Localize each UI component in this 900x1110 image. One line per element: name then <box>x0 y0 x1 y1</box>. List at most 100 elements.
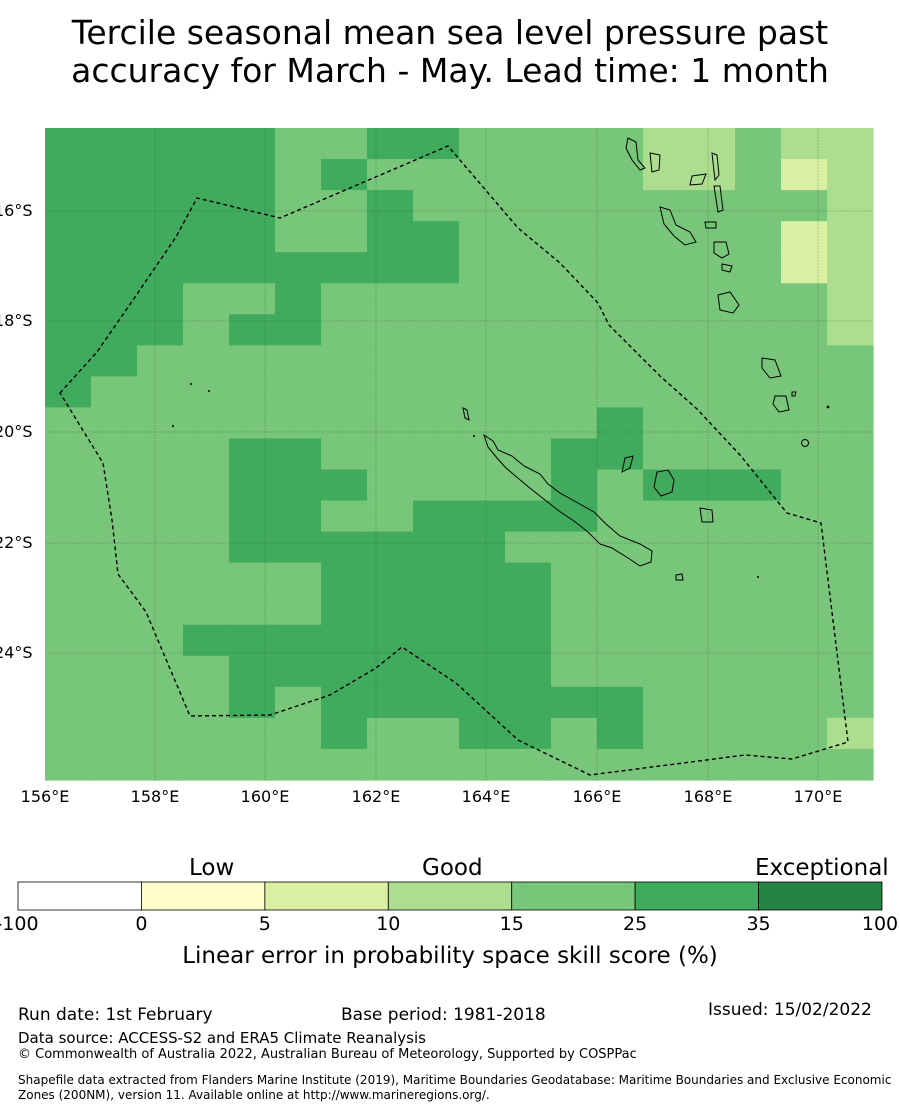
skill-cell <box>229 376 276 409</box>
skill-cell <box>643 128 690 160</box>
skill-cell <box>229 407 276 440</box>
skill-cell <box>459 128 506 160</box>
skill-cell <box>643 376 690 409</box>
skill-cell <box>183 438 230 471</box>
skill-cell <box>229 159 276 191</box>
skill-cell <box>597 500 644 533</box>
skill-cell <box>551 438 598 471</box>
skill-cell <box>413 221 460 253</box>
skill-cell <box>45 190 92 222</box>
skill-cell <box>137 221 184 253</box>
skill-cell <box>781 469 828 502</box>
skill-cell <box>827 593 874 626</box>
skill-cell <box>91 500 138 533</box>
skill-cell <box>735 314 782 346</box>
skill-cell <box>137 624 184 657</box>
skill-cell <box>275 500 322 533</box>
skill-cell <box>321 407 368 440</box>
skill-cell <box>597 159 644 191</box>
skill-cell <box>137 562 184 595</box>
loyalty-islands <box>621 455 634 473</box>
skill-cell <box>367 314 414 346</box>
skill-cell <box>413 531 460 564</box>
skill-cell <box>91 469 138 502</box>
skill-cell <box>735 562 782 595</box>
skill-cell <box>551 283 598 315</box>
skill-cell <box>91 376 138 409</box>
skill-cell <box>689 190 736 222</box>
skill-cell <box>459 407 506 440</box>
skill-cell <box>643 469 690 502</box>
skill-cell <box>321 314 368 346</box>
skill-cell <box>367 469 414 502</box>
longitude-label: 158°E <box>130 787 180 806</box>
vanuatu-islands <box>704 221 717 229</box>
skill-cell <box>321 500 368 533</box>
skill-cell <box>137 686 184 719</box>
skill-cell <box>551 159 598 191</box>
skill-cell <box>689 345 736 377</box>
vanuatu-islands <box>625 137 646 171</box>
skill-cell <box>321 624 368 657</box>
graticule <box>45 128 873 780</box>
skill-cell <box>643 531 690 564</box>
skill-cell <box>367 531 414 564</box>
colorbar-bin <box>758 881 883 911</box>
skill-cell <box>597 221 644 253</box>
skill-cell <box>413 686 460 719</box>
skill-cell <box>45 500 92 533</box>
skill-cell <box>827 376 874 409</box>
skill-cell <box>459 159 506 191</box>
skill-cell <box>413 655 460 688</box>
skill-cell <box>229 469 276 502</box>
skill-cell <box>643 407 690 440</box>
skill-cell <box>183 469 230 502</box>
skill-cell <box>827 438 874 471</box>
skill-cell <box>229 655 276 688</box>
skill-cell <box>367 376 414 409</box>
run-date: Run date: 1st February <box>18 1005 213 1025</box>
skill-cell <box>505 655 552 688</box>
skill-cell <box>459 376 506 409</box>
skill-cell <box>229 500 276 533</box>
colorbar-bin <box>387 881 513 911</box>
skill-cell <box>643 283 690 315</box>
skill-cell <box>827 562 874 595</box>
skill-cell <box>505 407 552 440</box>
colorbar-tick-label: 15 <box>499 913 524 935</box>
skill-cell <box>735 283 782 315</box>
skill-cell <box>597 593 644 626</box>
skill-cell <box>643 686 690 719</box>
skill-cell <box>45 717 92 750</box>
skill-cell <box>321 593 368 626</box>
skill-cell <box>597 469 644 502</box>
skill-cell <box>275 593 322 626</box>
skill-cell <box>183 407 230 440</box>
skill-cell <box>643 314 690 346</box>
skill-cell <box>827 624 874 657</box>
skill-cell <box>643 159 690 191</box>
skill-cell <box>413 562 460 595</box>
colorbar-tick-label: 35 <box>746 913 771 935</box>
skill-cell <box>321 531 368 564</box>
skill-cell <box>45 438 92 471</box>
map-title: Tercile seasonal mean sea level pressure… <box>0 14 900 90</box>
skill-cell <box>689 593 736 626</box>
skill-cell <box>413 376 460 409</box>
skill-cell <box>551 686 598 719</box>
skill-cell <box>597 252 644 284</box>
skill-cell <box>689 159 736 191</box>
skill-cell <box>91 593 138 626</box>
skill-cell <box>183 562 230 595</box>
colorbar <box>17 881 883 911</box>
skill-cell <box>367 283 414 315</box>
skill-cell <box>275 686 322 719</box>
colorbar-category-good: Good <box>422 855 483 881</box>
skill-cell <box>275 128 322 160</box>
skill-cell <box>137 190 184 222</box>
skill-cell <box>827 283 874 315</box>
vanuatu-islands <box>659 206 697 246</box>
skill-cell <box>551 376 598 409</box>
islet <box>757 576 759 578</box>
skill-cell <box>735 190 782 222</box>
